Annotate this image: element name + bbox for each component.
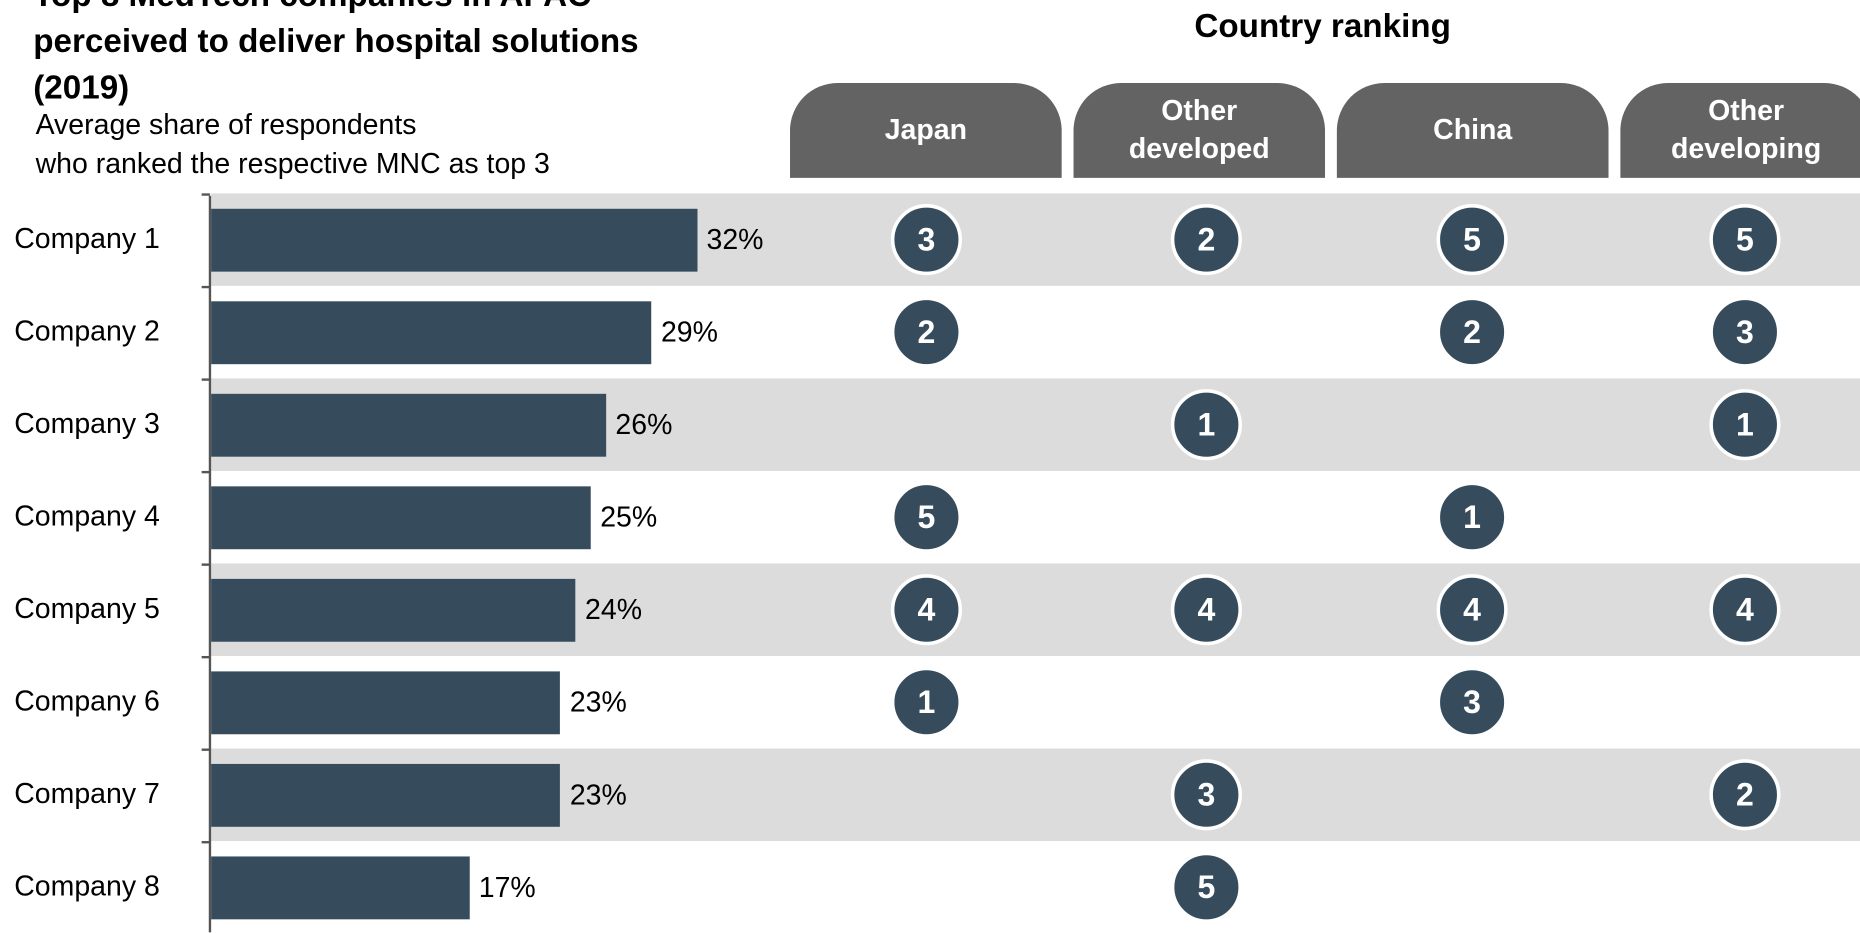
value-label: 32% — [706, 223, 764, 256]
rank-badge: 4 — [1436, 574, 1508, 646]
subtitle: who ranked the respective MNC as top 3 — [35, 148, 550, 181]
value-label: 23% — [569, 778, 627, 811]
axis-tick — [201, 378, 210, 381]
chart-title: perceived to deliver hospital solutions — [33, 22, 639, 60]
category-label: Company 4 — [14, 500, 160, 533]
value-label: 23% — [569, 686, 627, 719]
rank-badge: 1 — [890, 666, 963, 738]
column-header-text: Other developing — [1670, 94, 1822, 165]
category-label: Company 6 — [14, 685, 160, 718]
axis-tick — [201, 285, 210, 289]
rank-badge: 2 — [890, 296, 963, 368]
column-header: China — [1336, 83, 1609, 178]
rank-badge: 4 — [1170, 574, 1242, 646]
axis-tick — [201, 193, 210, 196]
rank-badge: 5 — [1170, 851, 1242, 923]
axis-tick — [201, 841, 210, 844]
bar — [211, 485, 591, 549]
column-header: Japan — [790, 83, 1062, 178]
rank-badge: 1 — [1709, 389, 1781, 461]
bar — [211, 763, 561, 827]
category-label: Company 3 — [14, 408, 160, 441]
rank-badge: 4 — [1709, 574, 1781, 646]
category-label: Company 1 — [14, 223, 160, 256]
rank-badge: 5 — [890, 481, 963, 553]
bar — [211, 578, 576, 642]
category-label: Company 8 — [14, 870, 160, 903]
bar — [211, 670, 561, 734]
category-label: Company 5 — [14, 593, 160, 626]
column-header: Other developing — [1620, 83, 1860, 178]
subtitle: Average share of respondents — [35, 109, 417, 142]
rank-badge: 5 — [1709, 204, 1781, 276]
rank-badge: 1 — [1170, 389, 1242, 461]
bar — [211, 855, 470, 919]
value-label: 25% — [600, 501, 658, 534]
column-header-text: Japan — [884, 113, 967, 146]
column-header: Other developed — [1073, 83, 1326, 178]
value-label: 26% — [615, 408, 673, 441]
rank-badge: 3 — [1709, 296, 1781, 368]
value-label: 17% — [478, 871, 536, 904]
axis-line — [208, 195, 212, 933]
category-label: Company 7 — [14, 778, 160, 811]
axis-tick — [201, 748, 210, 751]
rank-badge: 3 — [1170, 759, 1242, 831]
value-label: 24% — [585, 593, 643, 626]
rank-badge: 1 — [1436, 481, 1508, 553]
chart-title: (2019) — [33, 68, 130, 106]
bar — [211, 393, 606, 457]
bar — [211, 208, 698, 272]
rank-badge: 2 — [1170, 204, 1242, 276]
chart-title: Top 8 MedTech companies in APAC — [33, 0, 591, 14]
value-label: 29% — [660, 316, 718, 349]
axis-tick — [201, 655, 210, 659]
category-label: Company 2 — [14, 315, 160, 348]
rank-badge: 2 — [1709, 759, 1781, 831]
rank-badge: 4 — [890, 574, 963, 646]
column-header-text: Other developed — [1128, 94, 1270, 165]
column-header-text: China — [1433, 113, 1513, 146]
axis-tick — [201, 563, 210, 566]
ranking-title: Country ranking — [1194, 7, 1451, 44]
bar — [211, 300, 652, 364]
rank-badge: 5 — [1436, 204, 1508, 276]
axis-tick — [201, 470, 210, 474]
rank-badge: 3 — [1436, 666, 1508, 738]
rank-badge: 3 — [890, 204, 963, 276]
rank-badge: 2 — [1436, 296, 1508, 368]
